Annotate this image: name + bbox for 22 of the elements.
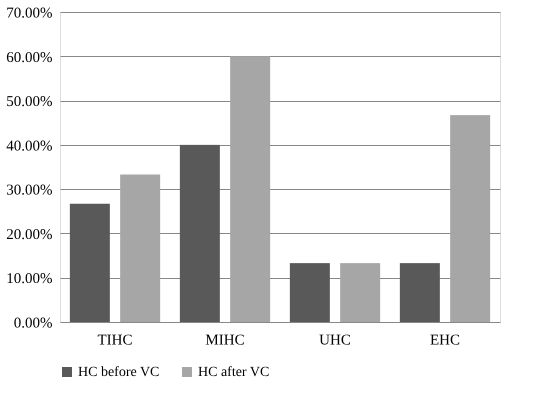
y-tick-label: 20.00% — [6, 226, 52, 243]
bar — [400, 263, 440, 322]
y-tick-label: 30.00% — [6, 182, 52, 199]
x-tick-label: EHC — [430, 332, 460, 348]
x-tick-label: UHC — [319, 332, 351, 348]
legend-label: HC after VC — [198, 365, 270, 380]
bar — [180, 144, 220, 322]
y-tick-label: 0.00% — [14, 316, 52, 332]
bar — [450, 115, 490, 322]
bar — [290, 263, 330, 322]
y-tick-label: 50.00% — [6, 94, 52, 110]
y-tick-label: 60.00% — [6, 50, 52, 66]
bar — [70, 204, 110, 322]
x-tick-label: MIHC — [205, 332, 245, 348]
bar — [340, 263, 380, 322]
bar — [120, 174, 160, 322]
y-tick-label: 40.00% — [6, 138, 52, 154]
legend-label: HC before VC — [78, 365, 160, 380]
bar — [230, 56, 270, 322]
y-tick-label: 70.00% — [6, 6, 52, 22]
x-tick-label: TIHC — [98, 332, 132, 348]
y-tick-label: 10.00% — [6, 271, 52, 288]
